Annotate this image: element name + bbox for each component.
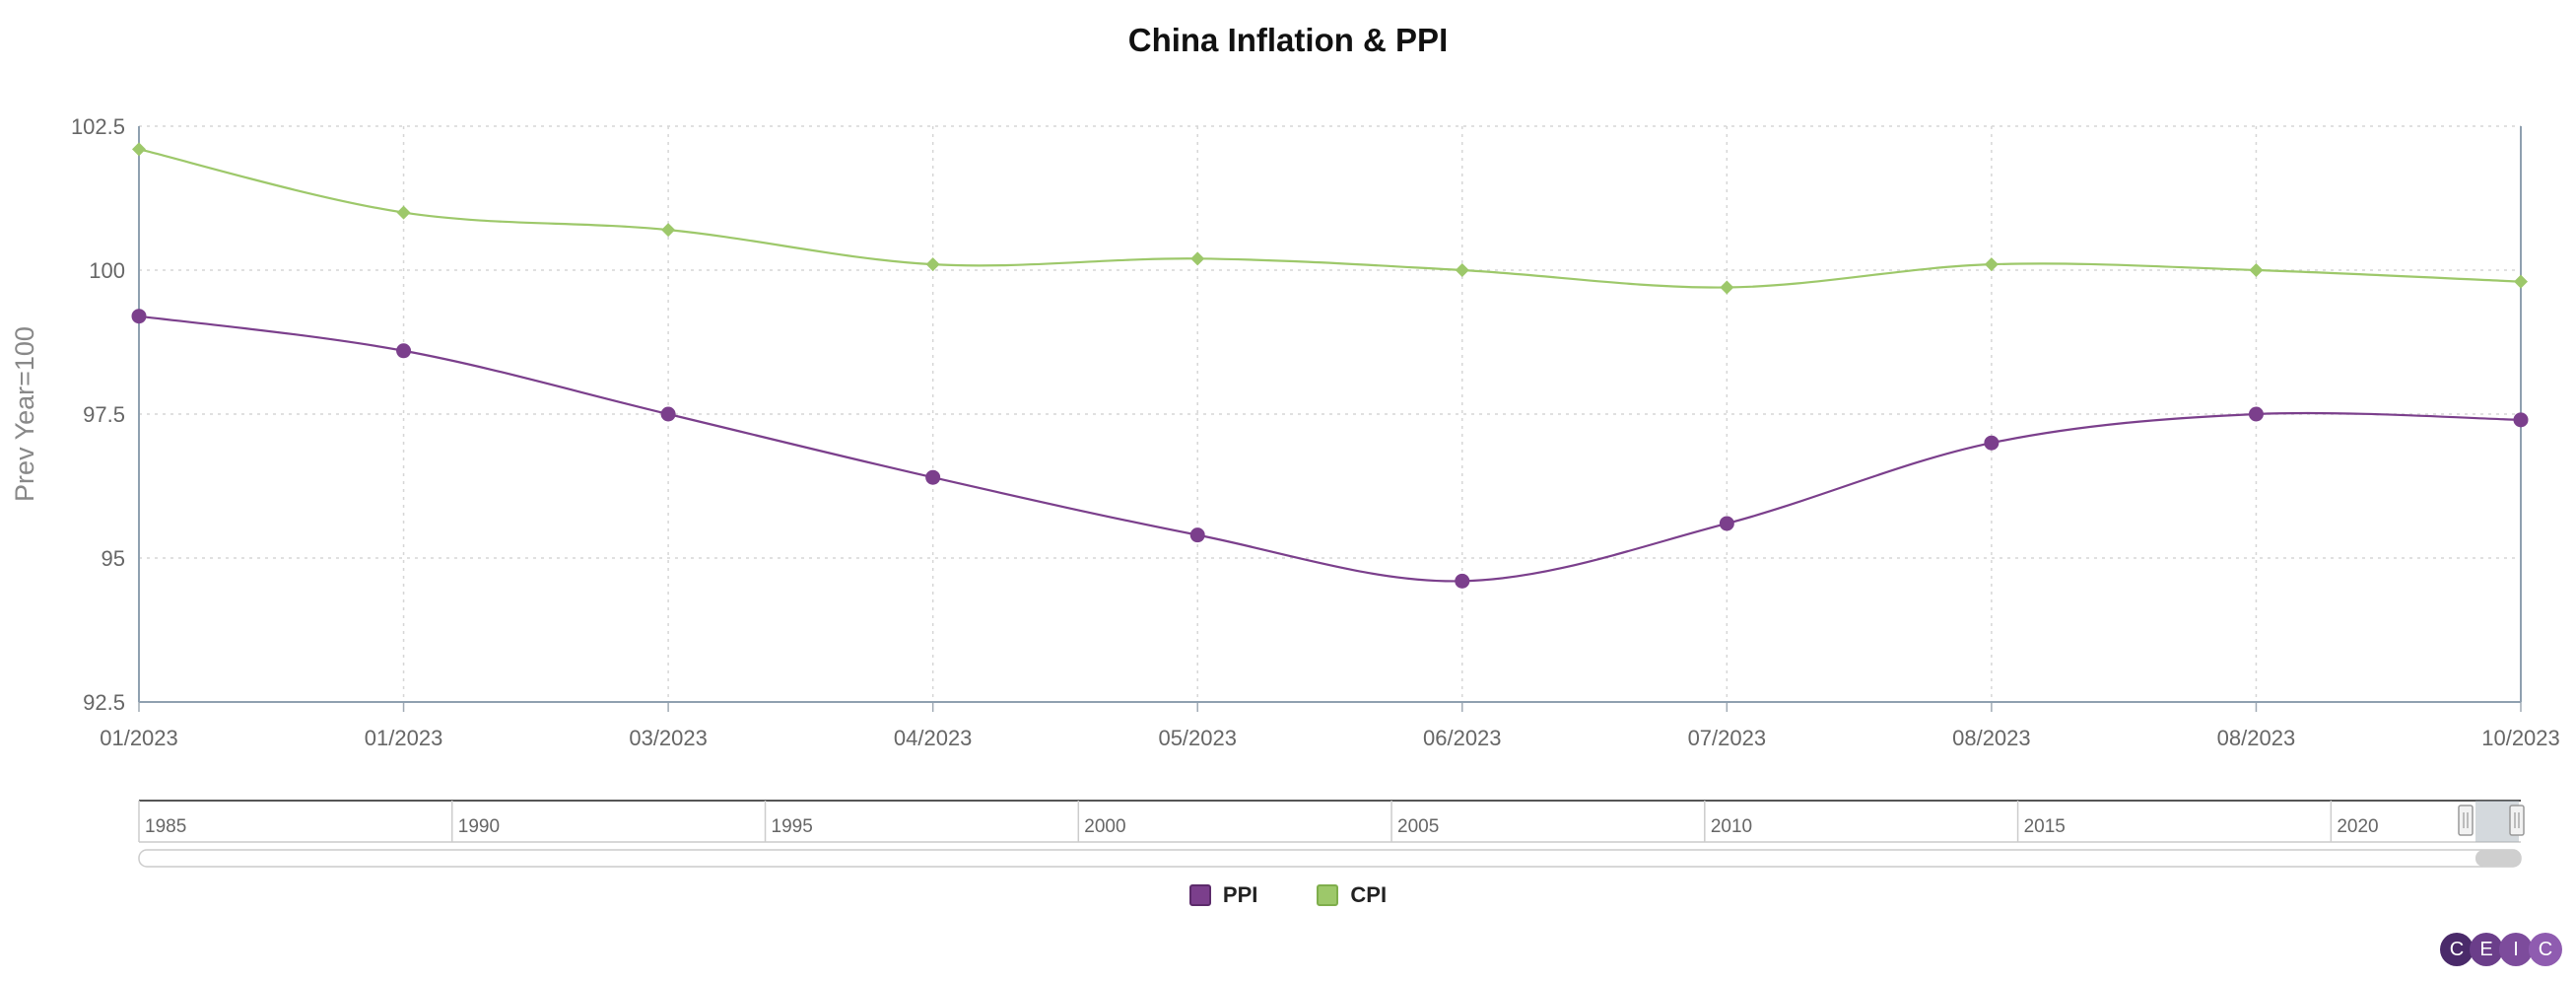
legend-item-ppi[interactable]: PPI [1188, 882, 1258, 908]
data-point-cpi[interactable] [1190, 251, 1205, 266]
navigator-track [139, 801, 2521, 842]
range-navigator[interactable]: 1985 1990 1995 2000 2005 2010 2015 2020 [138, 800, 2525, 868]
navigator-scrollbar-thumb[interactable] [2475, 850, 2521, 867]
data-point-cpi[interactable] [2514, 274, 2528, 289]
x-tick-label: 01/2023 [100, 726, 178, 750]
navigator-year-label: 1990 [458, 816, 500, 837]
logo-letter: C [2529, 933, 2562, 966]
y-tick-label: 100 [89, 258, 125, 283]
x-tick-label: 07/2023 [1688, 726, 1767, 750]
navigator-year-label: 2010 [1711, 816, 1752, 837]
data-point-cpi[interactable] [2249, 263, 2264, 277]
data-point-cpi[interactable] [132, 142, 146, 157]
navigator-year-label: 2015 [2024, 816, 2066, 837]
navigator-handle-right[interactable] [2509, 805, 2525, 836]
x-tick-label: 08/2023 [1952, 726, 2031, 750]
y-tick-label: 92.5 [83, 690, 125, 715]
data-point-ppi[interactable] [1455, 573, 1470, 589]
navigator-year-label: 1985 [145, 816, 186, 837]
data-point-ppi[interactable] [1984, 435, 2000, 451]
x-tick-label: 05/2023 [1158, 726, 1237, 750]
data-point-ppi[interactable] [1719, 516, 1734, 531]
logo-letter: E [2470, 933, 2503, 966]
y-tick-label: 95 [102, 546, 125, 571]
data-point-cpi[interactable] [925, 257, 940, 272]
data-point-cpi[interactable] [1720, 280, 1734, 295]
legend: PPI CPI [0, 882, 2576, 908]
series-line-ppi [138, 315, 2522, 583]
series-line-cpi [138, 148, 2522, 289]
data-point-cpi[interactable] [1984, 257, 1999, 272]
legend-swatch-ppi [1188, 884, 1211, 906]
x-tick-label: 01/2023 [365, 726, 443, 750]
x-tick-label: 03/2023 [629, 726, 708, 750]
navigator-year-label: 2005 [1397, 816, 1439, 837]
y-tick-label: 102.5 [71, 114, 125, 139]
marker-layer [131, 142, 2529, 589]
y-tick-label: 97.5 [83, 402, 125, 427]
logo-letter: I [2499, 933, 2533, 966]
x-tick-label: 06/2023 [1423, 726, 1502, 750]
chart-title: China Inflation & PPI [1127, 22, 1449, 58]
data-point-ppi[interactable] [660, 406, 676, 422]
x-tick-label: 04/2023 [894, 726, 973, 750]
data-point-cpi[interactable] [396, 205, 411, 220]
data-point-ppi[interactable] [925, 469, 941, 485]
data-point-cpi[interactable] [1455, 263, 1469, 277]
logo-letter: C [2440, 933, 2474, 966]
series-layer [138, 148, 2522, 583]
data-point-ppi[interactable] [131, 309, 147, 324]
legend-label-ppi: PPI [1222, 882, 1258, 907]
y-axis-label: Prev Year=100 [10, 326, 39, 502]
axis-layer: 92.5 95 97.5 100 102.5 01/2023 01/2023 03/2023 0… [10, 114, 2560, 750]
legend-swatch-cpi [1317, 884, 1339, 906]
legend-label-cpi: CPI [1350, 882, 1388, 907]
data-point-ppi[interactable] [1189, 527, 1205, 543]
data-point-ppi[interactable] [2513, 412, 2529, 428]
data-point-cpi[interactable] [661, 223, 676, 238]
navigator-handle-left[interactable] [2458, 805, 2474, 836]
x-tick-label: 10/2023 [2481, 726, 2560, 750]
navigator-year-label: 2000 [1084, 816, 1125, 837]
navigator-year-label: 2020 [2337, 816, 2378, 837]
x-tick-label: 08/2023 [2217, 726, 2296, 750]
grid-layer [139, 125, 2521, 703]
data-point-ppi[interactable] [396, 343, 412, 359]
data-point-ppi[interactable] [2248, 406, 2264, 422]
navigator-scrollbar-track[interactable] [138, 849, 2522, 868]
legend-item-cpi[interactable]: CPI [1317, 882, 1387, 908]
navigator-year-label: 1995 [772, 816, 813, 837]
